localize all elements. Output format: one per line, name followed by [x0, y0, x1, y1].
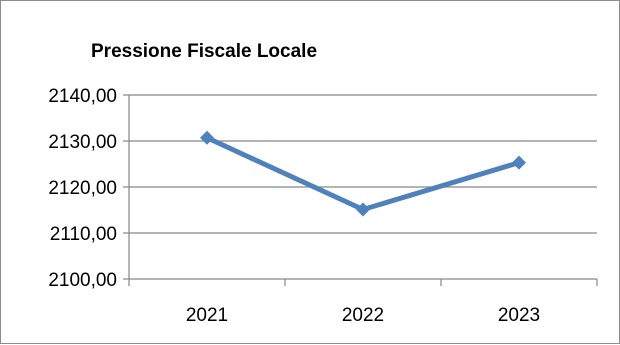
y-tick-label: 2140,00: [48, 86, 117, 107]
series-line: [204, 135, 522, 213]
axes: [123, 94, 598, 286]
x-tick-labels: 2021 2022 2023: [186, 305, 540, 326]
x-tick-label: 2021: [186, 305, 228, 326]
data-point-marker: [200, 130, 214, 145]
y-tick-label: 2100,00: [48, 270, 117, 291]
series-layer: [200, 130, 526, 217]
y-tick-label: 2130,00: [48, 132, 117, 153]
chart-title: Pressione Fiscale Locale: [91, 41, 318, 62]
data-point-marker: [512, 155, 526, 170]
y-tick-label: 2110,00: [50, 224, 117, 245]
x-tick-label: 2022: [342, 305, 384, 326]
y-tick-label: 2120,00: [48, 178, 117, 199]
data-point-marker: [356, 202, 370, 217]
x-tick-label: 2023: [498, 305, 540, 326]
y-tick-labels: 2100,00 2110,00 2120,00 2130,00 2140,00: [48, 86, 117, 291]
